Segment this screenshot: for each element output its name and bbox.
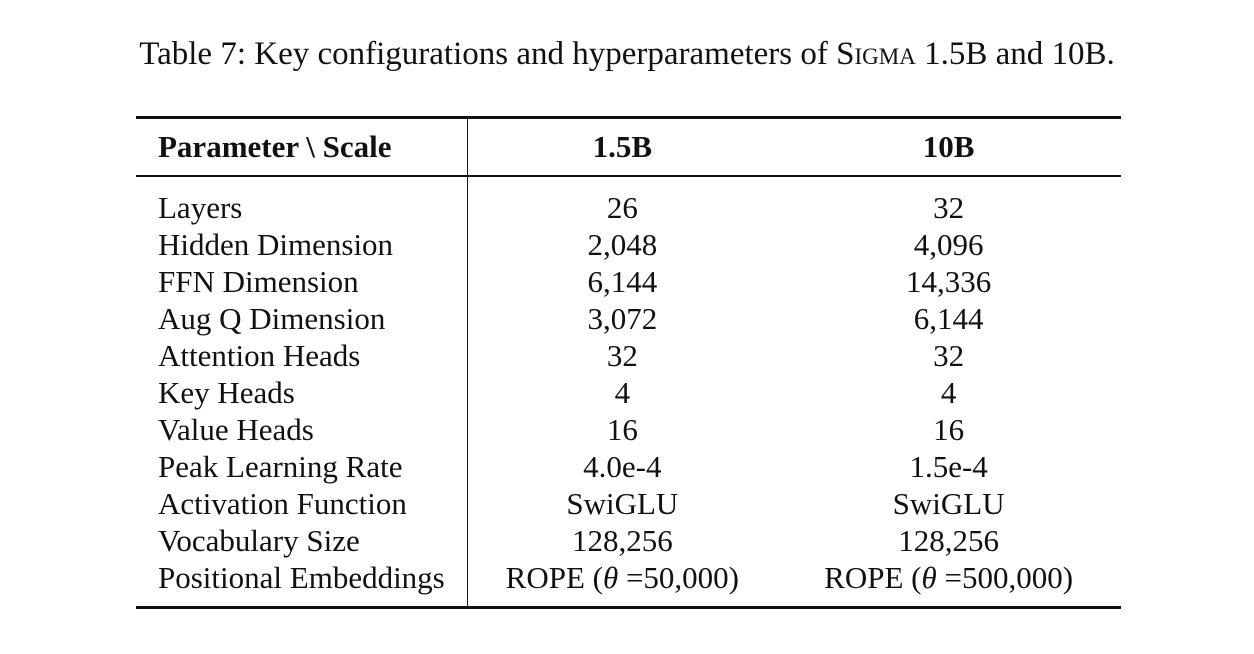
row-value-1-5b: ROPE (θ =50,000) <box>468 559 776 608</box>
row-value-10b: 1.5e-4 <box>909 449 988 484</box>
table-header-row: Parameter \ Scale 1.5B 10B <box>136 117 1121 176</box>
row-value-10b: 128,256 <box>898 523 999 558</box>
table-caption: Table 7: Key configurations and hyperpar… <box>0 30 1254 78</box>
row-param-label: Layers <box>136 176 469 226</box>
rope-prefix: ROPE ( <box>505 560 603 595</box>
config-table: Parameter \ Scale 1.5B 10B Layers 26 32 … <box>136 116 1121 609</box>
row-param-label: Activation Function <box>136 485 469 522</box>
table-row: Peak Learning Rate 4.0e-4 1.5e-4 <box>136 448 1121 485</box>
rope-value: =50,000) <box>618 560 740 595</box>
table-row: Attention Heads 32 32 <box>136 337 1121 374</box>
table-row: Vocabulary Size 128,256 128,256 <box>136 522 1121 559</box>
header-parameter-scale: Parameter \ Scale <box>136 117 469 176</box>
row-value-10b: 4 <box>940 375 957 410</box>
row-value-10b: 14,336 <box>905 264 992 299</box>
row-param-label: Key Heads <box>136 374 469 411</box>
table-row: Hidden Dimension 2,048 4,096 <box>136 226 1121 263</box>
row-value-1-5b: 16 <box>606 412 638 447</box>
caption-prefix: Table 7: Key configurations and hyperpar… <box>139 36 837 72</box>
row-param-label: Peak Learning Rate <box>136 448 469 485</box>
table-row: Value Heads 16 16 <box>136 411 1121 448</box>
row-value-1-5b: 26 <box>606 190 638 225</box>
row-value-10b: 16 <box>933 412 965 447</box>
row-value-1-5b: 4.0e-4 <box>583 449 662 484</box>
table-row-positional-embeddings: Positional Embeddings ROPE (θ =50,000) R… <box>136 559 1121 608</box>
header-1-5b: 1.5B <box>592 129 653 164</box>
row-param-label: Hidden Dimension <box>136 226 469 263</box>
config-table-container: Parameter \ Scale 1.5B 10B Layers 26 32 … <box>136 116 1121 609</box>
row-value-1-5b: 2,048 <box>587 227 658 262</box>
row-value-10b: ROPE (θ =500,000) <box>776 559 1121 608</box>
table-row: Layers 26 32 <box>136 176 1121 226</box>
row-value-1-5b: 6,144 <box>587 264 658 299</box>
row-value-1-5b: 32 <box>606 338 638 373</box>
row-value-10b: 4,096 <box>913 227 984 262</box>
table-body: Layers 26 32 Hidden Dimension 2,048 4,09… <box>136 176 1121 608</box>
row-param-label: Vocabulary Size <box>136 522 469 559</box>
table-row: Activation Function SwiGLU SwiGLU <box>136 485 1121 522</box>
row-param-label: FFN Dimension <box>136 263 469 300</box>
caption-model-name: Sigma <box>836 36 916 72</box>
row-param-label: Positional Embeddings <box>136 559 469 608</box>
row-value-10b: 6,144 <box>913 301 984 336</box>
row-value-10b: SwiGLU <box>892 486 1005 521</box>
theta-symbol: θ <box>602 560 619 595</box>
rope-value: =500,000) <box>936 560 1074 595</box>
table-row: FFN Dimension 6,144 14,336 <box>136 263 1121 300</box>
caption-suffix: 1.5B and 10B. <box>915 36 1115 72</box>
rope-prefix: ROPE ( <box>824 560 922 595</box>
table-row: Key Heads 4 4 <box>136 374 1121 411</box>
row-value-1-5b: 4 <box>614 375 631 410</box>
row-value-1-5b: 128,256 <box>571 523 673 558</box>
row-param-label: Aug Q Dimension <box>136 300 469 337</box>
row-param-label: Attention Heads <box>136 337 469 374</box>
row-value-1-5b: 3,072 <box>587 301 658 336</box>
header-10b: 10B <box>922 129 975 164</box>
row-value-10b: 32 <box>933 338 965 373</box>
table-row: Aug Q Dimension 3,072 6,144 <box>136 300 1121 337</box>
row-value-1-5b: SwiGLU <box>566 486 679 521</box>
row-value-10b: 32 <box>933 190 965 225</box>
theta-symbol: θ <box>921 560 937 595</box>
row-param-label: Value Heads <box>136 411 469 448</box>
